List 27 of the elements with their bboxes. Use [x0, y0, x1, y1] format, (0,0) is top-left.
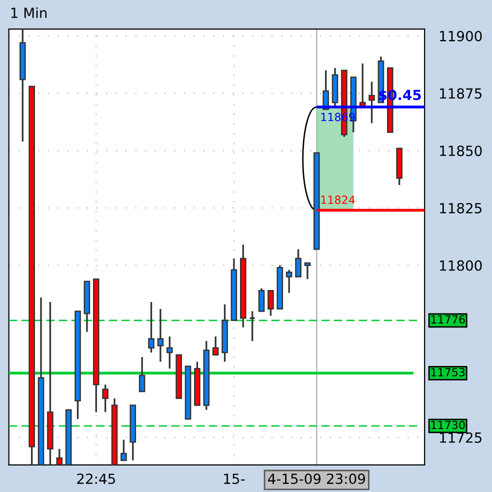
candlestick	[102, 384, 108, 414]
y-tick-label: 11850	[440, 146, 482, 156]
y-tick-label: 11825	[440, 202, 482, 214]
y-tick-label: 11900	[440, 30, 482, 42]
ref-line-label: 11730	[431, 420, 465, 430]
candlestick	[56, 448, 63, 465]
candlestick	[304, 262, 311, 280]
candlestick	[258, 287, 265, 312]
y-tick-label: 11875	[440, 88, 482, 99]
candlestick	[295, 248, 302, 278]
ref-line-label: 11776	[431, 315, 465, 324]
candlestick	[212, 336, 219, 356]
x-tick-label: 15-	[224, 474, 245, 484]
ref-line-label: 11753	[431, 368, 465, 376]
candlestick	[166, 336, 173, 370]
x-tick-label: 22:45	[77, 474, 115, 484]
candlestick	[368, 80, 375, 124]
candlestick	[157, 308, 164, 363]
candlestick	[138, 356, 146, 392]
x-tick-label: 4-15-09 23:09	[268, 474, 365, 484]
y-tick-label: 11800	[440, 260, 482, 271]
candlestick	[268, 290, 274, 317]
ref-line-label: 11824	[321, 196, 355, 204]
chart-title: 1 Min	[11, 7, 47, 18]
candlestick	[286, 269, 292, 294]
candlestick	[148, 301, 154, 354]
candlestick	[120, 438, 127, 462]
